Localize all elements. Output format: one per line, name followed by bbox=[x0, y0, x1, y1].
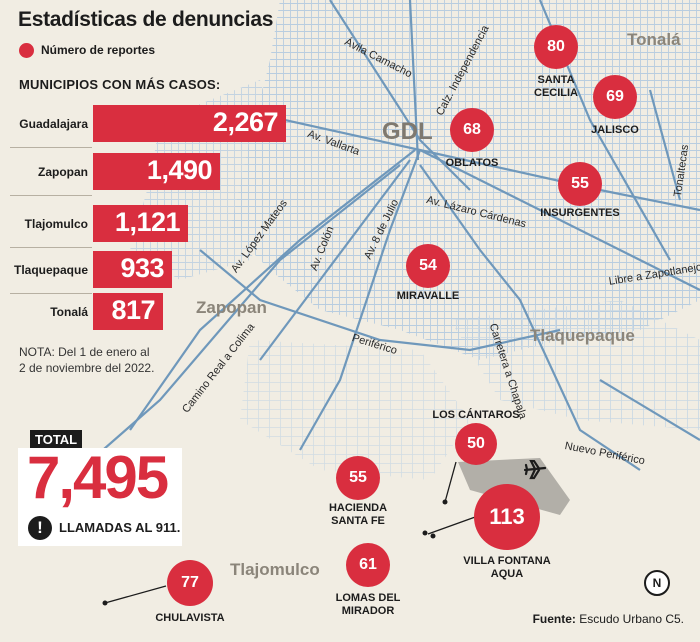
city-label-tonala: Tonalá bbox=[627, 30, 681, 49]
bar-value-4: 817 bbox=[111, 295, 155, 325]
marker-1: 69 bbox=[593, 75, 637, 119]
bar-label-2: Tlajomulco bbox=[24, 217, 88, 231]
north-arrow-icon: N bbox=[644, 570, 670, 596]
marker-label-line1: CHULAVISTA bbox=[155, 612, 225, 624]
marker-label-line1: VILLA FONTANA bbox=[463, 555, 551, 567]
bar-2: 1,121 bbox=[93, 205, 188, 242]
marker-2: 68 bbox=[450, 108, 494, 152]
marker-label-1: JALISCO bbox=[591, 124, 639, 137]
marker-label-line1: LOMAS DEL bbox=[335, 592, 401, 604]
bar-0: 2,267 bbox=[93, 105, 286, 142]
note-line-2: 2 de noviembre del 2022. bbox=[19, 361, 155, 375]
total-value: 7,495 bbox=[27, 444, 169, 511]
section-title: MUNICIPIOS CON MÁS CASOS: bbox=[19, 77, 221, 92]
bar-value-2: 1,121 bbox=[114, 207, 181, 237]
note-line-1: NOTA: Del 1 de enero al bbox=[19, 345, 150, 359]
page-title: Estadísticas de denuncias bbox=[18, 8, 274, 31]
city-label-zapopan: Zapopan bbox=[196, 298, 267, 317]
airplane-icon bbox=[524, 460, 546, 480]
marker-5: 50 bbox=[455, 423, 497, 465]
marker-label-line2: MIRADOR bbox=[341, 605, 395, 617]
bar-1: 1,490 bbox=[93, 153, 220, 190]
marker-label-line1: LOS CÁNTAROS bbox=[432, 409, 520, 421]
source-text: Escudo Urbano C5. bbox=[575, 612, 684, 626]
calls-label: LLAMADAS AL 911. bbox=[59, 520, 181, 535]
bar-value-3: 933 bbox=[120, 253, 164, 283]
marker-9: 77 bbox=[167, 560, 213, 606]
city-label-tlajomulco: Tlajomulco bbox=[230, 560, 320, 579]
marker-label-line2: AQUA bbox=[490, 568, 524, 580]
legend-swatch bbox=[19, 43, 34, 58]
bar-separator bbox=[10, 293, 92, 294]
marker-label-line2: CECILIA bbox=[534, 87, 578, 99]
marker-label-4: MIRAVALLE bbox=[397, 290, 460, 303]
bar-3: 933 bbox=[93, 251, 172, 288]
marker-8: 61 bbox=[346, 543, 390, 587]
road-network bbox=[79, 0, 700, 471]
total-box: 7,495 ! LLAMADAS AL 911. bbox=[18, 444, 182, 546]
marker-label-line1: SANTA bbox=[537, 74, 575, 86]
bar-separator bbox=[10, 195, 92, 196]
bar-label-3: Tlaquepaque bbox=[13, 263, 88, 277]
marker-3: 55 bbox=[558, 162, 602, 206]
marker-label-line1: HACIENDA bbox=[328, 502, 388, 514]
leader-lines bbox=[104, 461, 479, 604]
marker-label-8: LOMAS DEL MIRADOR bbox=[336, 592, 401, 618]
bar-label-0: Guadalajara bbox=[19, 117, 88, 131]
bar-label-1: Zapopan bbox=[38, 165, 88, 179]
bar-label-4: Tonalá bbox=[50, 305, 88, 319]
leader-endpoints bbox=[102, 499, 448, 606]
marker-4: 54 bbox=[406, 244, 450, 288]
marker-label-line1: OBLATOS bbox=[445, 157, 499, 169]
source-credit: Fuente: Escudo Urbano C5. bbox=[533, 612, 684, 626]
bar-value-0: 2,267 bbox=[212, 107, 279, 137]
bar-4: 817 bbox=[93, 293, 163, 330]
marker-label-3: INSURGENTES bbox=[540, 207, 619, 220]
marker-label-6: VILLA FONTANA AQUA bbox=[463, 555, 550, 581]
marker-label-line2: SANTA FE bbox=[331, 515, 385, 527]
city-label-gdl: GDL bbox=[382, 118, 433, 145]
bar-value-1: 1,490 bbox=[146, 155, 213, 185]
source-label: Fuente: bbox=[532, 612, 576, 626]
marker-label-line1: INSURGENTES bbox=[540, 207, 620, 219]
urban-area-south bbox=[240, 340, 470, 480]
urban-area-tlaquepaque bbox=[450, 300, 700, 430]
marker-label-2: OBLATOS bbox=[446, 157, 499, 170]
marker-label-7: HACIENDA SANTA FE bbox=[329, 502, 387, 528]
marker-label-5: LOS CÁNTAROS bbox=[432, 409, 519, 422]
marker-6: 113 bbox=[474, 484, 540, 550]
marker-label-9: CHULAVISTA bbox=[155, 612, 224, 625]
urban-area-gdl bbox=[230, 0, 700, 360]
marker-label-line1: JALISCO bbox=[591, 124, 639, 136]
total-tag: TOTAL bbox=[30, 430, 83, 449]
alert-icon: ! bbox=[28, 516, 52, 540]
marker-7: 55 bbox=[336, 456, 380, 500]
bar-separator bbox=[10, 147, 92, 148]
note: NOTA: Del 1 de enero al 2 de noviembre d… bbox=[19, 344, 154, 376]
marker-label-0: SANTA CECILIA bbox=[534, 74, 578, 100]
marker-0: 80 bbox=[534, 25, 578, 69]
legend-label: Número de reportes bbox=[41, 43, 156, 57]
city-label-tlaquepaque: Tlaquepaque bbox=[530, 326, 635, 345]
marker-label-line1: MIRAVALLE bbox=[396, 290, 460, 302]
bar-separator bbox=[10, 247, 92, 248]
